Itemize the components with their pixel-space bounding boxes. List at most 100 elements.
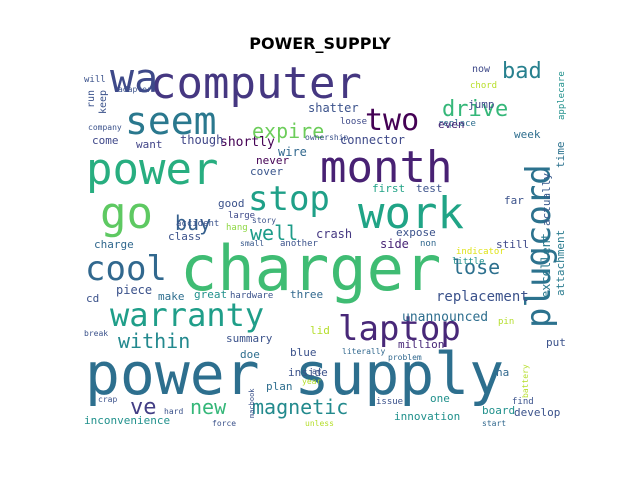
- word-cloud: computer charger power supply power monthwor…: [84, 58, 567, 428]
- word-chord: chord: [470, 81, 497, 91]
- word-indicator: indicator: [456, 247, 505, 257]
- word-hardware: hardware: [230, 291, 273, 301]
- word-doe: doe: [240, 348, 260, 361]
- word-three: three: [290, 288, 323, 301]
- word-week: week: [514, 128, 541, 141]
- word-buy: buy: [175, 211, 211, 235]
- word-wire: wire: [278, 145, 307, 159]
- word-warranty: warranty: [110, 296, 264, 334]
- word-ve: ve: [130, 395, 157, 420]
- word-literally: literally: [342, 347, 386, 356]
- word-expire: expire: [252, 119, 324, 143]
- word-lose: lose: [452, 255, 500, 279]
- word-battery: battery: [521, 364, 530, 398]
- word-expose: expose: [396, 226, 436, 239]
- word-crap: crap: [98, 395, 117, 404]
- word-replacement: replacement: [436, 289, 529, 305]
- word-issue: issue: [376, 397, 403, 407]
- word-blue: blue: [290, 346, 317, 359]
- word-innovation: innovation: [394, 410, 460, 423]
- word-class: class: [168, 230, 201, 243]
- word-computer: computer: [150, 58, 362, 109]
- word-one: one: [430, 392, 450, 405]
- word-another: another: [280, 239, 319, 249]
- word-ownership: ownership: [305, 133, 349, 142]
- word-power-supply: power supply: [85, 340, 504, 408]
- word-actually: actually: [540, 173, 553, 226]
- word-excellent: excellent: [539, 233, 553, 298]
- word-ac: ac: [312, 367, 322, 376]
- word-force: force: [212, 419, 236, 428]
- word-want: want: [136, 138, 163, 151]
- word-even: even: [438, 118, 465, 131]
- word-board: board: [482, 404, 515, 417]
- word-cd: cd: [86, 292, 99, 305]
- word-come: come: [92, 134, 119, 147]
- word-shortly: shortly: [220, 135, 275, 150]
- word-plugcord: plugcord: [519, 164, 559, 328]
- word-shatter: shatter: [308, 101, 359, 115]
- word-new: new: [190, 395, 227, 419]
- word-run: run: [86, 90, 97, 108]
- word-power: power: [86, 144, 218, 195]
- word-story: story: [252, 216, 276, 225]
- word-crash: crash: [316, 227, 352, 241]
- word-seem: seem: [125, 99, 217, 143]
- word-little: little: [452, 257, 485, 267]
- word-magnetic: magnetic: [252, 395, 348, 419]
- word-attachment: attachment: [554, 230, 567, 296]
- word-test: test: [416, 182, 443, 195]
- word-connector: connector: [340, 133, 405, 147]
- word-bad: bad: [502, 59, 542, 84]
- word-charger: charger: [180, 232, 441, 305]
- word-piece: piece: [116, 283, 152, 297]
- word-put: put: [546, 336, 566, 349]
- word-unless: unless: [305, 419, 334, 428]
- word-replace: replace: [438, 119, 476, 129]
- word-start: start: [482, 419, 506, 428]
- word-hard: hard: [164, 407, 183, 416]
- word-cover: cover: [250, 165, 283, 178]
- word-now: now: [472, 64, 491, 75]
- word-charge: charge: [94, 238, 134, 251]
- word-ha: ha: [496, 366, 509, 379]
- word-problem: problem: [388, 353, 422, 362]
- word-lid: lid: [310, 324, 330, 337]
- word-company: company: [88, 123, 122, 132]
- word-time: time: [554, 142, 567, 169]
- word-break: break: [84, 329, 108, 338]
- chart-title: POWER_SUPPLY: [249, 34, 391, 53]
- word-far: far: [504, 194, 524, 207]
- word-adapter: adapter: [118, 85, 152, 94]
- word-inside: inside: [288, 366, 328, 379]
- word-month: month: [320, 142, 452, 193]
- word-find: find: [512, 397, 534, 407]
- word-loose: loose: [340, 117, 367, 127]
- word-summary: summary: [226, 332, 273, 345]
- word-work: work: [358, 188, 464, 239]
- word-laptop: laptop: [338, 309, 461, 349]
- word-unannounced: unannounced: [402, 310, 488, 325]
- word-great: great: [194, 288, 227, 301]
- word-develop: develop: [514, 406, 560, 419]
- word-drive: drive: [442, 97, 508, 122]
- word-non: non: [420, 239, 436, 249]
- word-million: million: [398, 338, 444, 351]
- word-go: go: [100, 188, 153, 239]
- word-still: still: [496, 238, 529, 251]
- word-two: two: [365, 103, 419, 138]
- word-side: side: [380, 237, 409, 251]
- word-though: though: [180, 133, 223, 147]
- word-never: never: [256, 154, 289, 167]
- word-year: year: [302, 377, 321, 386]
- word-stop: stop: [248, 179, 330, 219]
- word-hang: hang: [226, 223, 248, 233]
- word-keep: keep: [98, 90, 109, 114]
- word-first: first: [372, 182, 405, 195]
- word-small: small: [240, 239, 264, 248]
- word-good: good: [218, 197, 245, 210]
- word-accident: accident: [176, 219, 219, 229]
- word-wa: wa: [110, 58, 158, 102]
- word-will: will: [84, 75, 106, 85]
- word-plan: plan: [266, 380, 293, 393]
